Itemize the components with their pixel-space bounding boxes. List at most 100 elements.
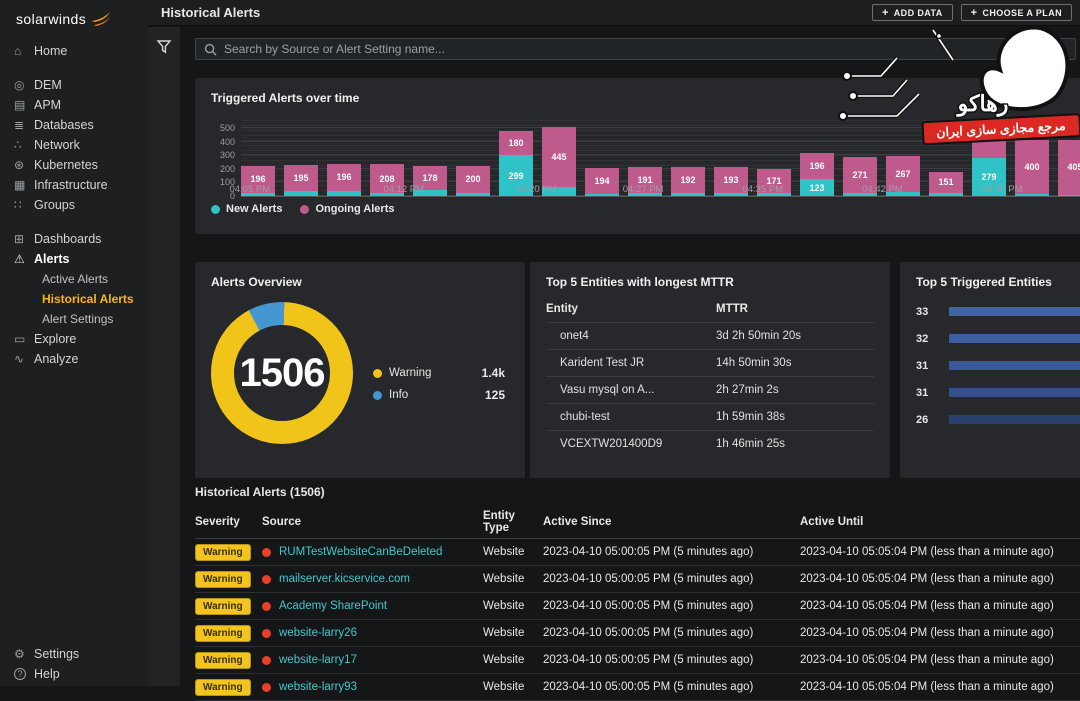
source-link[interactable]: website-larry17 [279,654,357,666]
sidebar-item-help[interactable]: ?Help [0,664,148,684]
mttr-rows: onet43d 2h 50min 20sKarident Test JR14h … [546,322,874,457]
severity-cell: Warning [195,652,262,669]
sidebar: solarwinds ⌂Home◎DEM▤APM≣Databases∴Netwo… [0,0,148,686]
dem-icon: ◎ [14,78,34,92]
sidebar-item-home[interactable]: ⌂Home [0,41,148,61]
sidebar-item-alerts[interactable]: ⚠Alerts [0,249,148,269]
mttr-row: Karident Test JR14h 50min 30s [546,349,874,376]
sidebar-item-label: Network [34,138,80,152]
search-input[interactable] [224,42,1067,56]
active-since-cell: 2023-04-10 05:00:05 PM (5 minutes ago) [543,627,800,639]
y-tick-label: 200 [211,164,235,174]
col-source: Source [262,516,483,528]
active-until-cell: 2023-04-10 05:05:04 PM (less than a minu… [800,654,1080,666]
active-since-cell: 2023-04-10 05:00:05 PM (5 minutes ago) [543,546,800,558]
x-tick-label: 04:42 PM [862,184,903,195]
dashboards-icon: ⊞ [14,232,34,246]
legend-label: Ongoing Alerts [315,203,394,215]
source-link[interactable]: Academy SharePoint [279,600,387,612]
sidebar-item-active-alerts[interactable]: Active Alerts [0,269,148,289]
top5-bar[interactable] [949,415,1080,424]
source-link[interactable]: website-larry93 [279,681,357,693]
ongoing-value: 178 [422,173,437,183]
mttr-panel: Top 5 Entities with longest MTTR Entity … [530,262,890,478]
historical-alerts-section: Historical Alerts (1506) Severity Source… [195,485,1080,701]
severity-cell: Warning [195,598,262,615]
explore-icon: ▭ [14,332,34,346]
triggered-legend: New Alerts Ongoing Alerts [211,203,395,215]
sidebar-item-label: Infrastructure [34,178,108,192]
source-link[interactable]: RUMTestWebsiteCanBeDeleted [279,546,442,558]
sidebar-item-label: Active Alerts [42,272,108,286]
kubernetes-icon: ⊛ [14,158,34,172]
choose-plan-label: CHOOSE A PLAN [982,8,1062,18]
severity-cell: Warning [195,571,262,588]
legend-label: New Alerts [226,203,282,215]
sidebar-item-kubernetes[interactable]: ⊛Kubernetes [0,155,148,175]
sidebar-item-label: Dashboards [34,232,101,246]
sidebar-item-label: APM [34,98,61,112]
sidebar-item-infrastructure[interactable]: ▦Infrastructure [0,175,148,195]
filter-icon[interactable] [156,39,172,55]
sidebar-item-databases[interactable]: ≣Databases [0,115,148,135]
sidebar-item-dem[interactable]: ◎DEM [0,75,148,95]
ongoing-segment: 445 [542,127,576,187]
top5-bar[interactable] [949,388,1080,397]
table-row: WarningRUMTestWebsiteCanBeDeletedWebsite… [195,539,1080,566]
critical-dot-icon [262,602,271,611]
entity-type-cell: Website [483,546,543,558]
active-until-cell: 2023-04-10 05:05:04 PM (less than a minu… [800,573,1080,585]
sidebar-item-label: Databases [34,118,94,132]
apm-icon: ▤ [14,98,34,112]
sidebar-footer: ⚙Settings?Help [0,644,148,684]
topbar-buttons: + ADD DATA + CHOOSE A PLAN [872,4,1072,21]
critical-dot-icon [262,575,271,584]
help-icon: ? [14,668,34,680]
toolbar-rail [148,27,180,686]
choose-plan-button[interactable]: + CHOOSE A PLAN [961,4,1072,21]
alerts-overview-panel: Alerts Overview 1506 Warning 1.4k Info 1… [195,262,525,478]
mttr-entity: chubi-test [546,411,716,423]
solarwinds-mark-icon [91,11,111,27]
warning-value: 1.4k [482,366,505,380]
mttr-value: 1h 46min 25s [716,438,874,450]
sidebar-item-groups[interactable]: ∷Groups [0,195,148,215]
top5-row: 26 [916,406,1080,433]
search-box[interactable] [195,38,1076,60]
info-value: 125 [485,388,505,402]
sidebar-item-explore[interactable]: ▭Explore [0,329,148,349]
sidebar-item-alert-settings[interactable]: Alert Settings [0,309,148,329]
source-cell: Academy SharePoint [262,600,483,612]
top5-count: 32 [916,333,949,345]
add-data-button[interactable]: + ADD DATA [872,4,953,21]
top5-triggered-panel: Top 5 Triggered Entities 3332313126 [900,262,1080,478]
top5-row: 33 [916,298,1080,325]
network-icon: ∴ [14,138,34,152]
source-link[interactable]: mailserver.kicservice.com [279,573,410,585]
top5-count: 33 [916,306,949,318]
brand-name: solarwinds [16,11,86,27]
source-link[interactable]: website-larry26 [279,627,357,639]
solarwinds-logo[interactable]: solarwinds [0,0,148,27]
top5-bar[interactable] [949,334,1080,343]
mttr-title: Top 5 Entities with longest MTTR [546,275,874,289]
alerts-donut[interactable]: 1506 [211,302,353,444]
legend-row-info: Info 125 [373,384,505,406]
sidebar-item-dashboards[interactable]: ⊞Dashboards [0,229,148,249]
mttr-col-entity: Entity [546,303,716,315]
sidebar-item-network[interactable]: ∴Network [0,135,148,155]
y-tick-label: 300 [211,150,235,160]
sidebar-item-historical-alerts[interactable]: Historical Alerts [0,289,148,309]
warning-label: Warning [389,367,431,379]
critical-dot-icon [262,629,271,638]
mttr-row: chubi-test1h 59min 38s [546,403,874,430]
top5-bar[interactable] [949,307,1080,316]
home-icon: ⌂ [14,44,34,58]
top5-count: 26 [916,414,949,426]
top5-bar[interactable] [949,361,1080,370]
sidebar-item-analyze[interactable]: ∿Analyze [0,349,148,369]
mttr-entity: Vasu mysql on A... [546,384,716,396]
entity-type-cell: Website [483,600,543,612]
sidebar-item-apm[interactable]: ▤APM [0,95,148,115]
sidebar-item-settings[interactable]: ⚙Settings [0,644,148,664]
